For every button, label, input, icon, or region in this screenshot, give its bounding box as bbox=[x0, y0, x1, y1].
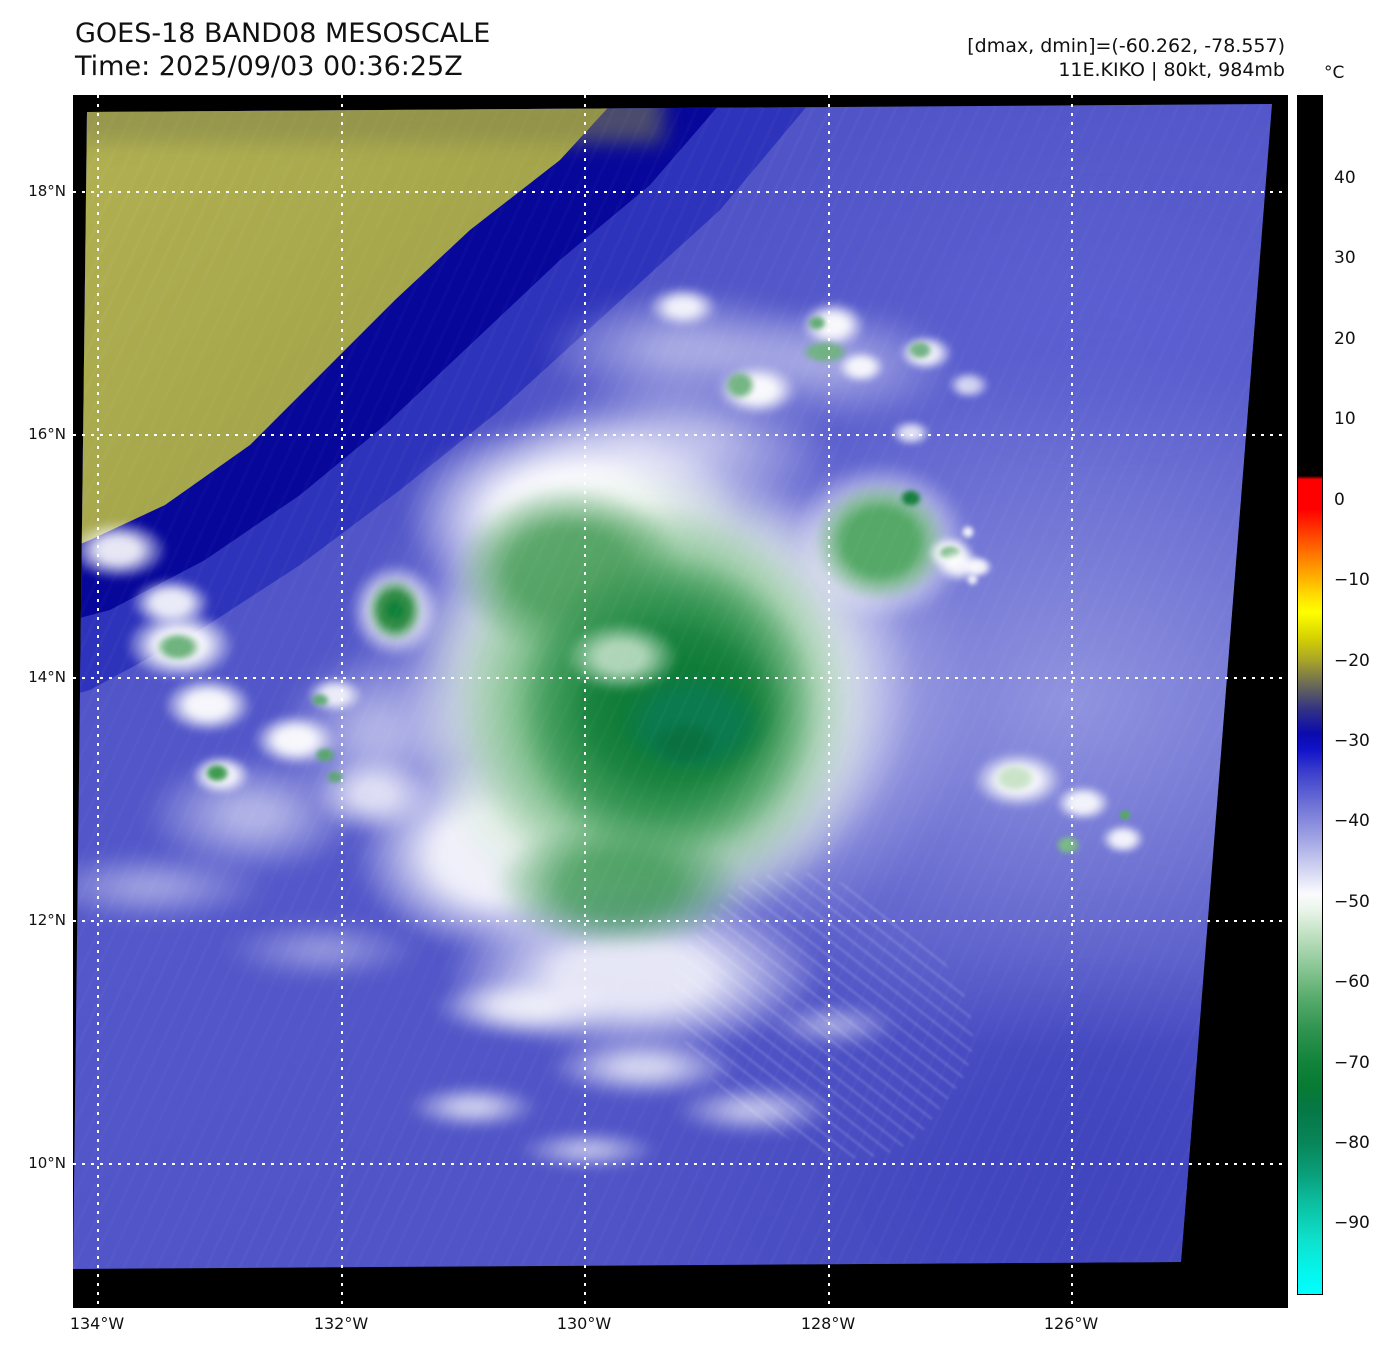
graticule-line bbox=[584, 95, 586, 1308]
graticule-line bbox=[341, 95, 343, 1308]
cloud-blob bbox=[673, 1085, 833, 1135]
graticule-line bbox=[73, 434, 1288, 436]
graticule-line bbox=[73, 191, 1288, 193]
storm-annotation: 11E.KIKO | 80kt, 984mb bbox=[1058, 59, 1285, 81]
graticule-line bbox=[73, 920, 1288, 922]
colorbar-tick: 0 bbox=[1334, 489, 1345, 510]
cloud-blob bbox=[913, 195, 1272, 455]
cloud-blob bbox=[385, 599, 405, 621]
lon-label: 132°W bbox=[313, 1314, 369, 1333]
lon-label: 128°W bbox=[800, 1314, 856, 1333]
colorbar-tick: −70 bbox=[1334, 1052, 1370, 1073]
colorbar-tick: −90 bbox=[1334, 1213, 1370, 1234]
cloud-blob bbox=[961, 525, 975, 539]
cloud-blob bbox=[73, 852, 270, 922]
graticule-line bbox=[73, 1163, 1288, 1165]
cloud-blob bbox=[408, 1085, 538, 1129]
satellite-imagery bbox=[73, 104, 1272, 1269]
cloud-blob bbox=[493, 820, 743, 950]
cloud-blob bbox=[993, 763, 1037, 793]
cloud-blob bbox=[801, 340, 849, 364]
lat-label: 12°N bbox=[28, 911, 66, 929]
colorbar-tick: 30 bbox=[1334, 248, 1356, 269]
graticule-line bbox=[828, 95, 830, 1308]
colorbar-tick: 10 bbox=[1334, 409, 1356, 430]
map-title: GOES-18 BAND08 MESOSCALE bbox=[75, 18, 491, 49]
lon-label: 130°W bbox=[556, 1314, 612, 1333]
lon-label: 126°W bbox=[1043, 1314, 1099, 1333]
cloud-blob bbox=[807, 315, 827, 331]
temperature-colorbar bbox=[1297, 95, 1323, 1295]
colorbar-tick: 40 bbox=[1334, 168, 1356, 188]
cloud-blob bbox=[223, 920, 423, 980]
cloud-blob bbox=[204, 763, 230, 783]
cloud-blob bbox=[900, 489, 922, 507]
lat-label: 18°N bbox=[28, 182, 66, 200]
time-label: Time: 2025/09/03 00:36:25Z bbox=[75, 51, 463, 82]
colorbar-tick: −80 bbox=[1334, 1133, 1370, 1154]
graticule-line bbox=[97, 95, 99, 1308]
colorbar-tick: −20 bbox=[1334, 650, 1370, 671]
cloud-blob bbox=[648, 287, 718, 327]
cloud-blob bbox=[563, 622, 679, 692]
lat-label: 16°N bbox=[28, 425, 66, 443]
cloud-blob bbox=[73, 520, 168, 580]
cloud-blob bbox=[314, 747, 336, 763]
cloud-blob bbox=[1101, 824, 1145, 854]
dmax-dmin-annotation: [dmax, dmin]=(-60.262, -78.557) bbox=[967, 35, 1285, 57]
satellite-map: Copyright © 2020-2025 Dapiya bbox=[73, 95, 1288, 1308]
colorbar-tick: 20 bbox=[1334, 328, 1356, 349]
cloud-blob bbox=[1118, 809, 1132, 821]
colorbar-tick: −40 bbox=[1334, 811, 1370, 832]
lat-label: 14°N bbox=[28, 668, 66, 686]
cloud-blob bbox=[768, 1003, 898, 1047]
colorbar-tick: −50 bbox=[1334, 891, 1370, 912]
cloud-blob bbox=[1055, 835, 1081, 855]
graticule-line bbox=[73, 677, 1288, 679]
cloud-blob bbox=[935, 548, 983, 582]
cloud-blob bbox=[131, 578, 211, 628]
cloud-blob bbox=[163, 677, 253, 733]
thin-cloud-streak-texture bbox=[73, 104, 1272, 1269]
cloud-blob bbox=[650, 721, 720, 765]
cloud-blob bbox=[155, 632, 201, 662]
graticule-line bbox=[1071, 95, 1073, 1308]
cloud-blob bbox=[310, 693, 330, 707]
cloud-blob bbox=[1055, 785, 1111, 821]
lon-label: 134°W bbox=[69, 1314, 125, 1333]
colorbar-tick: −30 bbox=[1334, 730, 1370, 751]
lat-label: 10°N bbox=[28, 1154, 66, 1172]
colorbar-tick: −60 bbox=[1334, 972, 1370, 993]
colorbar-tick: −10 bbox=[1334, 570, 1370, 591]
cloud-blob bbox=[548, 1037, 738, 1097]
cloud-blob bbox=[724, 370, 756, 400]
cloud-blob bbox=[891, 420, 931, 446]
cloud-blob bbox=[433, 977, 613, 1037]
cloud-blob bbox=[326, 770, 344, 784]
colorbar-unit-label: °C bbox=[1324, 63, 1345, 83]
